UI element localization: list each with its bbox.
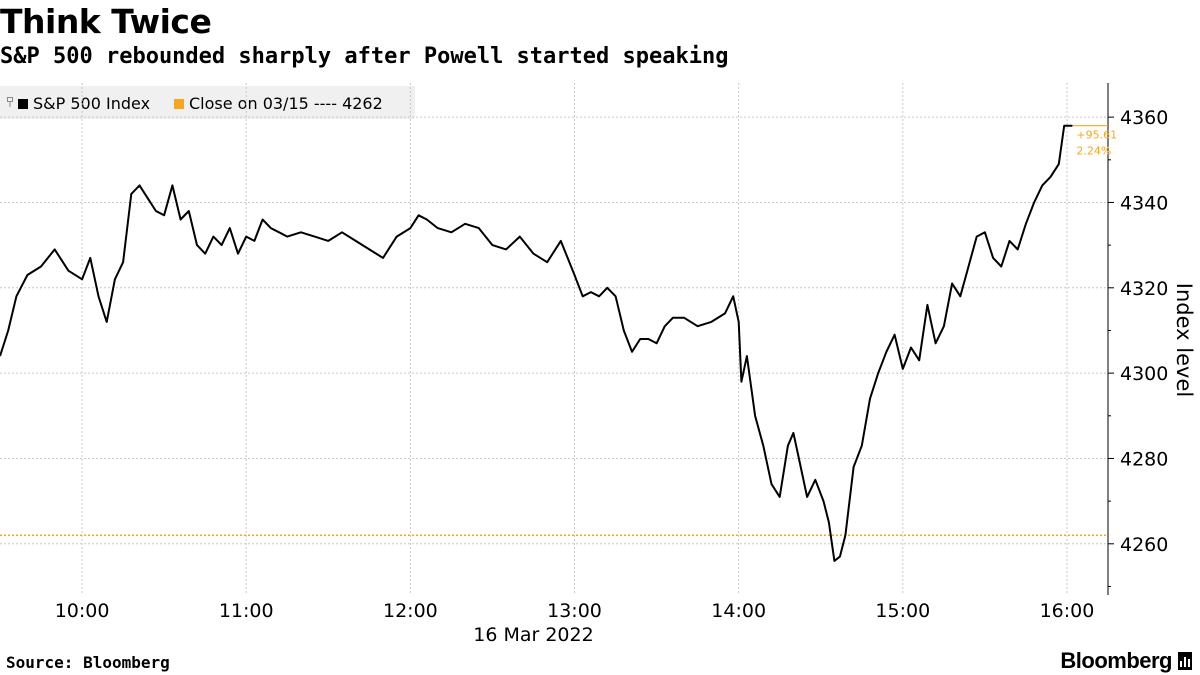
y-tick-label: 4360 (1120, 107, 1168, 129)
x-tick-label: 10:00 (55, 600, 110, 622)
brand-name: Bloomberg (1060, 648, 1172, 673)
x-tick-label: 15:00 (875, 600, 930, 622)
brand-logo: Bloomberg (1060, 648, 1192, 674)
y-tick-label: 4300 (1120, 363, 1168, 385)
legend-grip-icon[interactable] (7, 97, 13, 107)
chart-subtitle: S&P 500 rebounded sharply after Powell s… (0, 44, 729, 69)
x-tick-label: 12:00 (383, 600, 438, 622)
y-tick-label: 4320 (1120, 278, 1168, 300)
legend-swatch-sp500 (18, 98, 28, 109)
x-tick-label: 16:00 (1040, 600, 1095, 622)
x-tick-label: 14:00 (711, 600, 766, 622)
legend-item-sp500: S&P 500 Index (18, 94, 150, 113)
y-tick-label: 4340 (1120, 192, 1168, 214)
x-tick-label: 11:00 (219, 600, 274, 622)
legend-swatch-close (174, 98, 184, 109)
series-line-sp500 (0, 124, 1073, 562)
legend-label-sp500: S&P 500 Index (33, 94, 151, 113)
y-axis-label: Index level (1172, 283, 1196, 397)
legend: S&P 500 Index Close on 03/15 ---- 4262 (0, 86, 415, 119)
x-tick-label: 13:00 (547, 600, 602, 622)
change-annotation: +95.61 (1076, 129, 1117, 142)
y-tick-label: 4260 (1120, 534, 1168, 556)
y-tick-label: 4280 (1120, 448, 1168, 470)
legend-label-close: Close on 03/15 ---- 4262 (189, 94, 383, 113)
x-axis-label: 16 Mar 2022 (473, 624, 593, 646)
legend-item-close: Close on 03/15 ---- 4262 (174, 94, 383, 113)
bar-chart-icon (1178, 652, 1192, 670)
source-note: Source: Bloomberg (6, 653, 170, 672)
chart-title: Think Twice (0, 2, 212, 41)
percent-annotation: 2.24% (1076, 145, 1111, 158)
